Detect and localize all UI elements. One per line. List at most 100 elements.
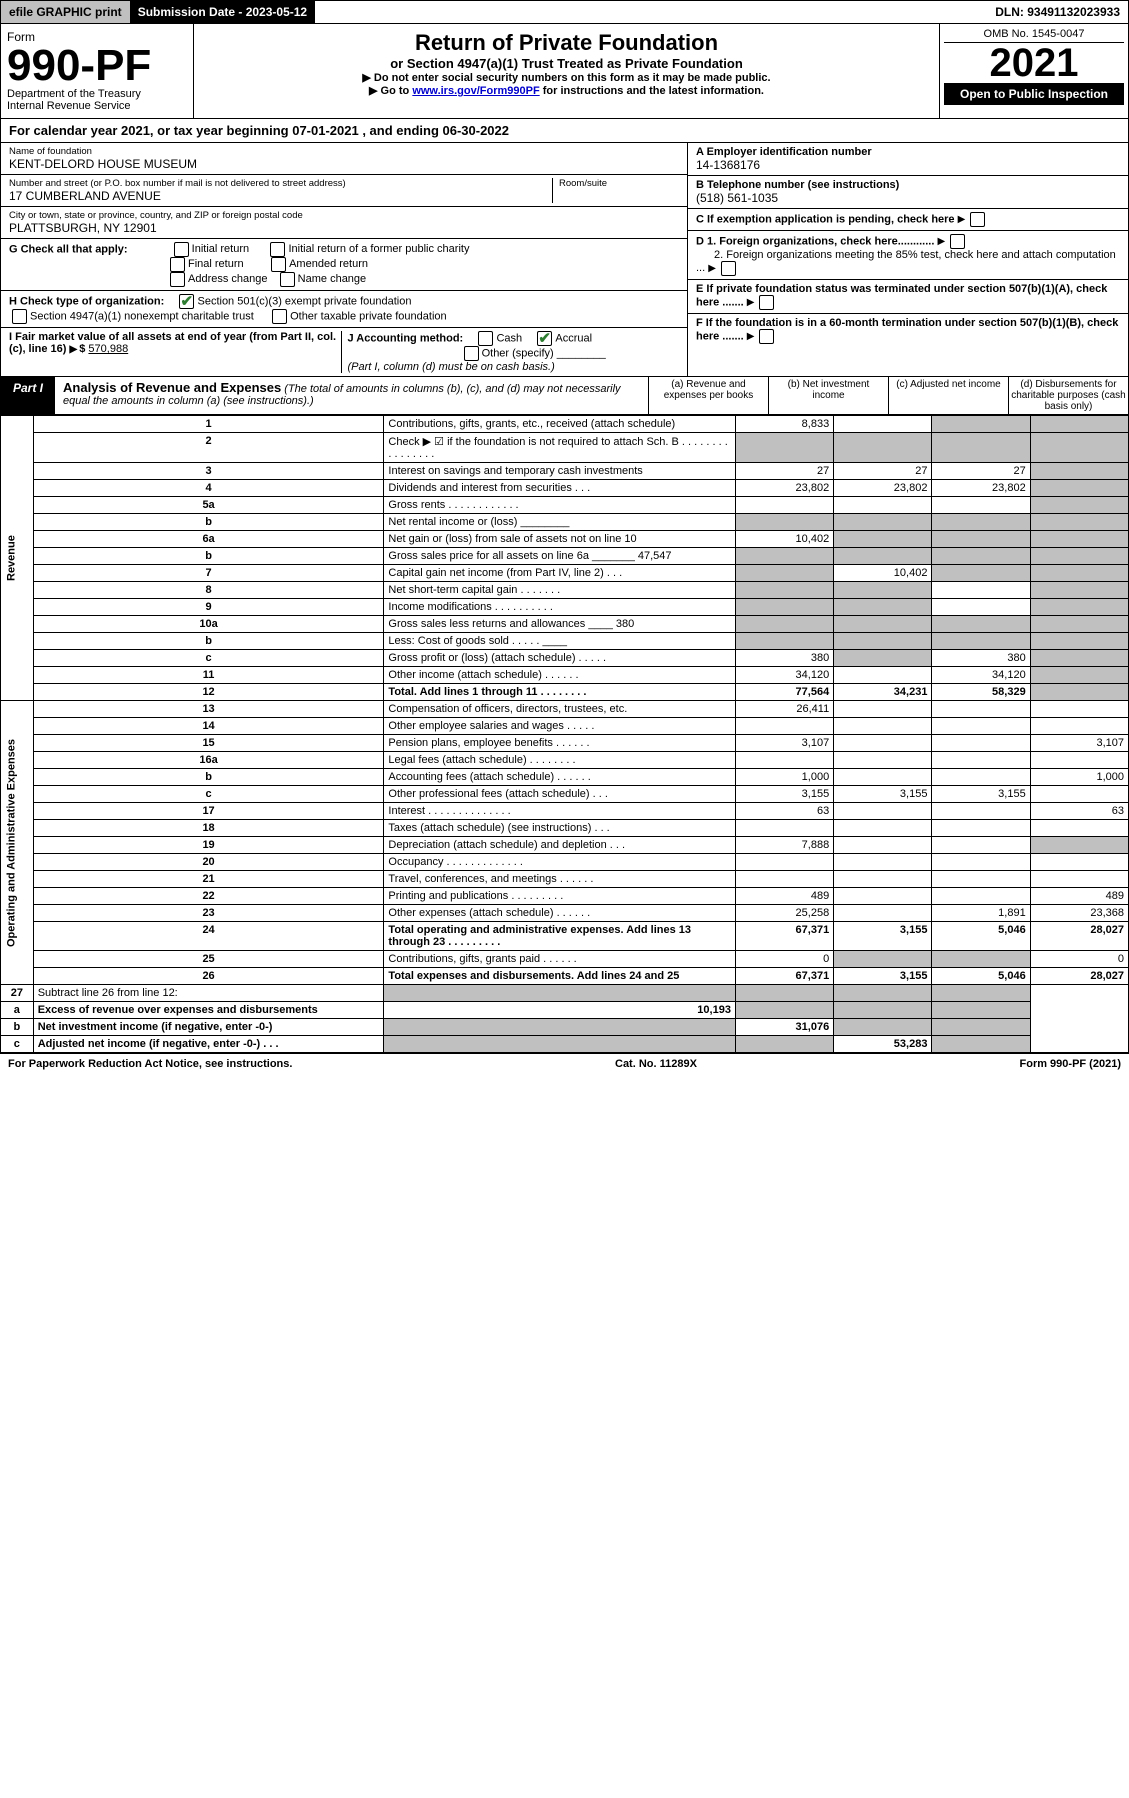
cell [834, 633, 932, 650]
cell [932, 1002, 1030, 1019]
telephone: (518) 561-1035 [696, 191, 1120, 205]
cell [1030, 497, 1128, 514]
cell [1030, 667, 1128, 684]
checkbox-address-change[interactable] [170, 272, 185, 287]
cell: 7,888 [735, 837, 833, 854]
checkbox-501c3[interactable] [179, 294, 194, 309]
side-label: Revenue [1, 416, 34, 701]
analysis-table: Revenue1Contributions, gifts, grants, et… [0, 415, 1129, 1053]
cell [735, 985, 833, 1002]
cell: b [33, 769, 384, 786]
g-opt-5: Name change [298, 273, 367, 285]
checkbox-amended[interactable] [271, 257, 286, 272]
cell [735, 718, 833, 735]
g-opt-0: Initial return [192, 243, 249, 255]
cell [834, 718, 932, 735]
cell [932, 1036, 1030, 1053]
cell: 67,371 [735, 922, 833, 951]
checkbox-final-return[interactable] [170, 257, 185, 272]
table-row: 6aNet gain or (loss) from sale of assets… [1, 531, 1129, 548]
cell [834, 735, 932, 752]
cell [932, 820, 1030, 837]
cell [834, 803, 932, 820]
cell: 26 [33, 968, 384, 985]
cell: 6a [33, 531, 384, 548]
checkbox-d1[interactable] [950, 234, 965, 249]
checkbox-other-taxable[interactable] [272, 309, 287, 324]
meta-grid: Name of foundation KENT-DELORD HOUSE MUS… [0, 143, 1129, 377]
cell: 23,802 [735, 480, 833, 497]
cell: 23,802 [834, 480, 932, 497]
irs-link[interactable]: www.irs.gov/Form990PF [412, 85, 539, 97]
cell [735, 752, 833, 769]
cell [735, 633, 833, 650]
cell: Total expenses and disbursements. Add li… [384, 968, 736, 985]
e-label: E If private foundation status was termi… [696, 283, 1107, 308]
cell: 10,402 [834, 565, 932, 582]
cell [834, 548, 932, 565]
cell [834, 985, 932, 1002]
header-right: OMB No. 1545-0047 2021 Open to Public In… [939, 24, 1128, 118]
cell [1030, 650, 1128, 667]
room-label: Room/suite [559, 178, 679, 189]
cell: Legal fees (attach schedule) . . . . . .… [384, 752, 736, 769]
cell [932, 616, 1030, 633]
table-row: 12Total. Add lines 1 through 11 . . . . … [1, 684, 1129, 701]
cell [1030, 701, 1128, 718]
cell: 0 [1030, 951, 1128, 968]
cell: 5,046 [932, 922, 1030, 951]
j-note: (Part I, column (d) must be on cash basi… [348, 361, 555, 373]
cell: Excess of revenue over expenses and disb… [33, 1002, 384, 1019]
cell: 58,329 [932, 684, 1030, 701]
checkbox-other-method[interactable] [464, 346, 479, 361]
cell: 11 [33, 667, 384, 684]
cell [932, 514, 1030, 531]
open-to-public: Open to Public Inspection [944, 83, 1124, 105]
cell: 3,155 [834, 786, 932, 803]
cell [834, 1019, 932, 1036]
checkbox-d2[interactable] [721, 261, 736, 276]
g-opt-4: Amended return [289, 258, 368, 270]
footer-mid: Cat. No. 11289X [615, 1058, 697, 1070]
cell: Accounting fees (attach schedule) . . . … [384, 769, 736, 786]
cell: 24 [33, 922, 384, 951]
cell: 28,027 [1030, 922, 1128, 951]
form-header: Form 990-PF Department of the Treasury I… [0, 24, 1129, 119]
checkbox-4947[interactable] [12, 309, 27, 324]
cell: Compensation of officers, directors, tru… [384, 701, 736, 718]
checkbox-c[interactable] [970, 212, 985, 227]
checkbox-initial-return[interactable] [174, 242, 189, 257]
cell [932, 871, 1030, 888]
cell: 380 [735, 650, 833, 667]
cell [384, 1036, 736, 1053]
checkbox-initial-public[interactable] [270, 242, 285, 257]
table-row: 3Interest on savings and temporary cash … [1, 463, 1129, 480]
cell [834, 599, 932, 616]
cell: 1,891 [932, 905, 1030, 922]
j-opt-1: Accrual [555, 332, 592, 344]
cell: 27 [834, 463, 932, 480]
cell [834, 433, 932, 463]
cell: b [33, 633, 384, 650]
checkbox-f[interactable] [759, 329, 774, 344]
meta-left: Name of foundation KENT-DELORD HOUSE MUS… [1, 143, 687, 376]
cell: 380 [932, 650, 1030, 667]
ein: 14-1368176 [696, 158, 1120, 172]
cell [834, 531, 932, 548]
cell: Income modifications . . . . . . . . . . [384, 599, 736, 616]
checkbox-cash[interactable] [478, 331, 493, 346]
cell: Capital gain net income (from Part IV, l… [384, 565, 736, 582]
cell [735, 871, 833, 888]
checkbox-accrual[interactable] [537, 331, 552, 346]
cell [834, 416, 932, 433]
checkbox-e[interactable] [759, 295, 774, 310]
side-label: Operating and Administrative Expenses [1, 701, 34, 985]
cell: 21 [33, 871, 384, 888]
cell: Check ▶ ☑ if the foundation is not requi… [384, 433, 736, 463]
checkbox-name-change[interactable] [280, 272, 295, 287]
h-opt3: Other taxable private foundation [290, 310, 447, 322]
cell [932, 951, 1030, 968]
cell: 77,564 [735, 684, 833, 701]
table-row: 26Total expenses and disbursements. Add … [1, 968, 1129, 985]
table-row: bLess: Cost of goods sold . . . . . ____ [1, 633, 1129, 650]
